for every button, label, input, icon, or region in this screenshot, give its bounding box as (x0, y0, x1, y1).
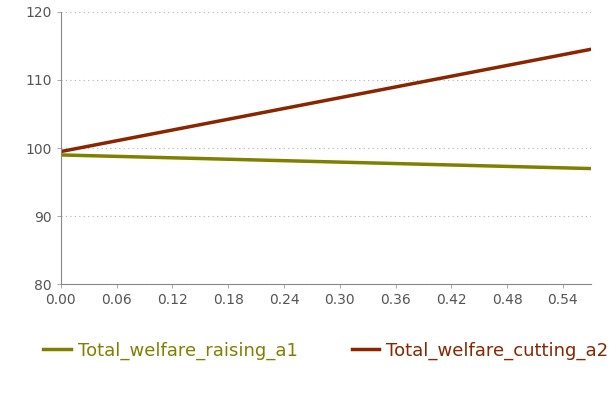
Legend: Total_welfare_raising_a1, Total_welfare_cutting_a2: Total_welfare_raising_a1, Total_welfare_… (36, 334, 609, 367)
